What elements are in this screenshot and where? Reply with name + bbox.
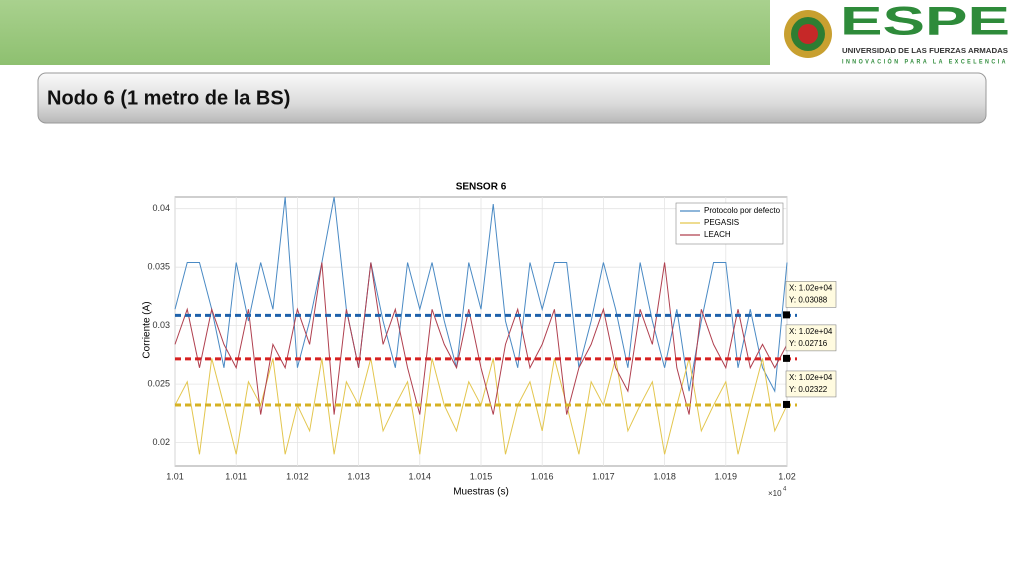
data-tip-box bbox=[785, 324, 837, 352]
data-tip-x: X: 1.02e+04 bbox=[789, 373, 833, 382]
x-tick-label: 1.013 bbox=[347, 471, 370, 481]
y-tick-label: 0.02 bbox=[152, 437, 170, 447]
y-tick-label: 0.025 bbox=[147, 379, 170, 389]
series-line bbox=[174, 196, 788, 393]
data-tip-marker bbox=[783, 400, 790, 408]
slide-title: Nodo 6 (1 metro de la BS) bbox=[47, 87, 290, 109]
logo-name: ESPE bbox=[840, 0, 1010, 44]
x-scale-label: ×10 bbox=[768, 489, 782, 498]
x-tick-label: 1.017 bbox=[592, 471, 615, 481]
x-axis-label: Muestras (s) bbox=[453, 487, 509, 498]
x-tick-label: 1.012 bbox=[286, 471, 309, 481]
data-tip-x: X: 1.02e+04 bbox=[789, 327, 833, 336]
x-tick-label: 1.01 bbox=[166, 471, 184, 481]
data-tip-box bbox=[785, 281, 837, 308]
x-tick-label: 1.019 bbox=[715, 471, 738, 481]
x-tick-label: 1.014 bbox=[409, 471, 432, 481]
legend-label: Protocolo por defecto bbox=[704, 206, 781, 215]
legend-label: LEACH bbox=[704, 230, 731, 239]
data-tip-x: X: 1.02e+04 bbox=[789, 283, 833, 292]
data-tip-marker bbox=[783, 354, 790, 362]
legend-label: PEGASIS bbox=[704, 218, 739, 227]
x-tick-label: 1.016 bbox=[531, 471, 554, 481]
data-tip-box bbox=[785, 370, 837, 398]
y-tick-label: 0.03 bbox=[152, 320, 170, 330]
x-tick-label: 1.02 bbox=[778, 471, 796, 481]
y-tick-label: 0.04 bbox=[152, 203, 170, 213]
logo-university: UNIVERSIDAD DE LAS FUERZAS ARMADAS bbox=[842, 46, 1008, 55]
chart-title: SENSOR 6 bbox=[456, 182, 507, 193]
x-tick-label: 1.015 bbox=[470, 471, 493, 481]
x-scale-exponent: 4 bbox=[783, 487, 787, 493]
data-tip-y: Y: 0.02322 bbox=[789, 385, 828, 394]
x-tick-label: 1.018 bbox=[653, 471, 676, 481]
chart: SENSOR 6 Muestras (s) Corriente (A) ×10 … bbox=[142, 182, 837, 498]
y-axis-label: Corriente (A) bbox=[142, 301, 153, 358]
y-tick-label: 0.035 bbox=[147, 262, 170, 272]
data-tip-marker bbox=[783, 311, 790, 319]
series-line bbox=[174, 262, 788, 415]
data-tip-y: Y: 0.02716 bbox=[789, 339, 828, 348]
logo-motto: INNOVACIÓN PARA LA EXCELENCIA bbox=[842, 57, 1008, 66]
x-tick-label: 1.011 bbox=[225, 471, 247, 481]
data-tip-y: Y: 0.03088 bbox=[789, 295, 828, 304]
emblem bbox=[784, 10, 832, 58]
title-bar bbox=[37, 72, 987, 124]
